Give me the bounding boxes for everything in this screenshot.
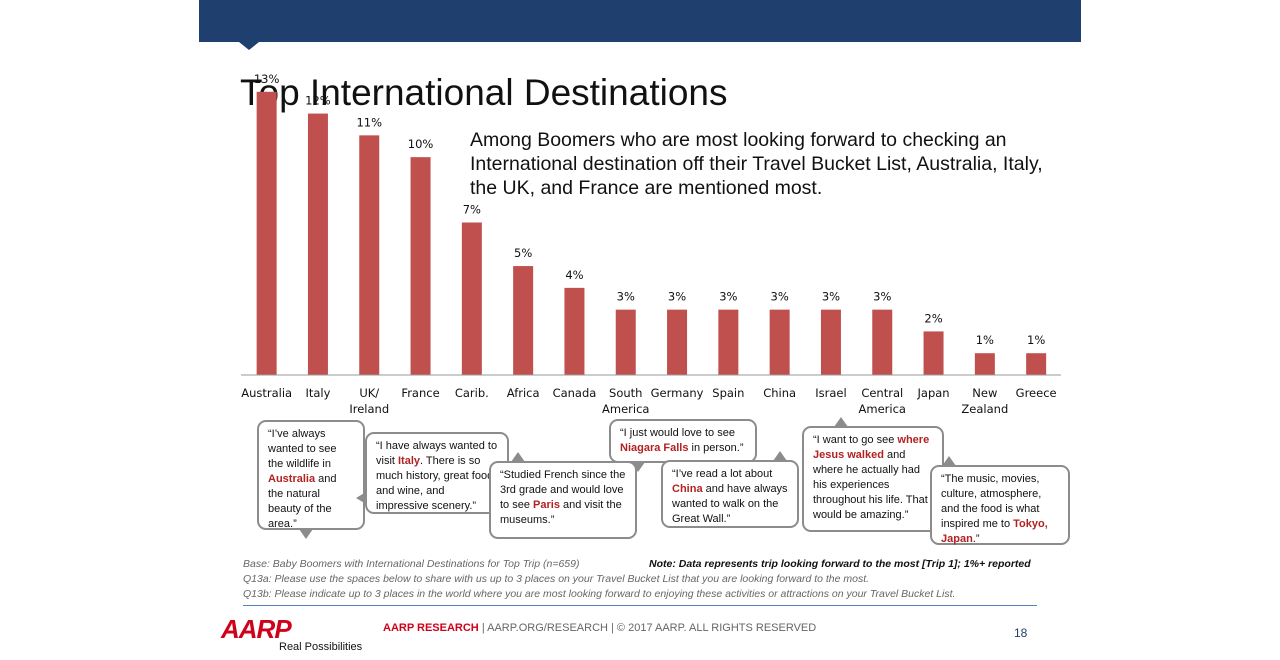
data-label-12: 3% <box>873 290 891 304</box>
aarp-logo: AARP <box>221 614 292 645</box>
logo-text: AARP <box>221 614 292 644</box>
data-label-7: 3% <box>617 290 635 304</box>
data-label-10: 3% <box>771 290 789 304</box>
category-label-10: China <box>763 386 796 400</box>
page-number: 18 <box>1014 626 1028 640</box>
footnote-q13a: Q13a: Please use the spaces below to sha… <box>243 573 870 585</box>
category-label-0: Australia <box>241 386 292 400</box>
data-label-8: 3% <box>668 290 686 304</box>
category-label-3: France <box>401 386 439 400</box>
data-label-4: 7% <box>463 203 481 217</box>
category-label-7: South America <box>602 386 649 416</box>
bubble-tail <box>834 417 848 427</box>
bar-3 <box>410 157 431 375</box>
data-label-14: 1% <box>976 333 994 347</box>
footnote-base: Base: Baby Boomers with International De… <box>243 558 580 570</box>
category-label-12: Central America <box>859 386 906 416</box>
category-label-14: New Zealand <box>961 386 1008 416</box>
bar-15 <box>1026 353 1047 375</box>
chart-subtitle: Among Boomers who are most looking forwa… <box>470 129 1043 199</box>
bar-chart: 13% Australia 12% Italy 11% UK/Ireland 10% Fran… <box>241 72 1061 416</box>
quote-australia: “I’ve always wanted to see the wildlife … <box>257 420 365 539</box>
data-label-9: 3% <box>719 290 737 304</box>
quote-paris: “Studied French since the 3rd grade and … <box>489 452 637 539</box>
bar-1 <box>307 113 328 376</box>
bar-9 <box>718 309 739 375</box>
data-label-6: 4% <box>565 268 583 282</box>
bar-8 <box>667 309 688 375</box>
bar-14 <box>974 353 995 375</box>
bubble-tail <box>356 492 366 504</box>
category-label-15: Greece <box>1016 386 1057 400</box>
slide: Top International Destinations Among Boo… <box>199 0 1081 660</box>
footnote-q13b: Q13b: Please indicate up to 3 places in … <box>243 588 956 600</box>
data-label-11: 3% <box>822 290 840 304</box>
header-bar <box>199 0 1081 42</box>
data-label-2: 11% <box>356 115 382 129</box>
category-label-4: Carib. <box>455 386 489 400</box>
bar-4 <box>461 222 482 375</box>
data-label-15: 1% <box>1027 333 1045 347</box>
category-label-13: Japan <box>917 386 950 400</box>
footer-rest: | AARP.ORG/RESEARCH | © 2017 AARP. ALL R… <box>478 622 817 634</box>
bar-12 <box>872 309 893 375</box>
quote-niagara: “I just would love to see Niagara Falls … <box>609 419 757 472</box>
bubble-tail <box>773 451 787 461</box>
bar-7 <box>615 309 636 375</box>
footer-brand: AARP RESEARCH <box>383 622 479 634</box>
bubble-tail <box>511 452 525 462</box>
bars-group: 13% Australia 12% Italy 11% UK/Ireland 10% Fran… <box>241 72 1056 416</box>
category-label-2: UK/Ireland <box>349 386 389 416</box>
bubble-tail <box>942 456 956 466</box>
data-label-1: 12% <box>305 94 331 108</box>
bar-5 <box>513 266 534 375</box>
data-label-0: 13% <box>254 72 280 86</box>
footer-rule <box>243 605 1037 606</box>
data-label-3: 10% <box>408 137 434 151</box>
bar-10 <box>769 309 790 375</box>
quote-israel: “I want to go see where Jesus walked and… <box>802 417 944 532</box>
footer-text: AARP RESEARCH | AARP.ORG/RESEARCH | © 20… <box>383 622 816 634</box>
bar-2 <box>359 135 380 375</box>
data-label-13: 2% <box>924 311 942 325</box>
quote-china: “I’ve read a lot about China and have al… <box>661 451 799 528</box>
bar-6 <box>564 287 585 375</box>
header-notch <box>239 42 259 50</box>
logo-tagline: Real Possibilities <box>279 641 363 653</box>
category-label-1: Italy <box>305 386 330 400</box>
page-title: Top International Destinations <box>240 72 728 113</box>
bubble-tail <box>299 529 313 539</box>
bar-0 <box>256 91 277 376</box>
category-label-5: Africa <box>507 386 540 400</box>
bar-11 <box>820 309 841 375</box>
bubble-tail <box>631 462 645 472</box>
footnote-note: Note: Data represents trip looking forwa… <box>649 558 1031 570</box>
category-label-6: Canada <box>553 386 597 400</box>
bar-13 <box>923 331 944 375</box>
quote-japan: “The music, movies, culture, atmosphere,… <box>930 456 1070 545</box>
category-label-9: Spain <box>712 386 744 400</box>
category-label-8: Germany <box>651 386 704 400</box>
data-label-5: 5% <box>514 246 532 260</box>
quote-italy: “I have always wanted to visit Italy. Th… <box>356 432 509 514</box>
category-label-11: Israel <box>815 386 846 400</box>
